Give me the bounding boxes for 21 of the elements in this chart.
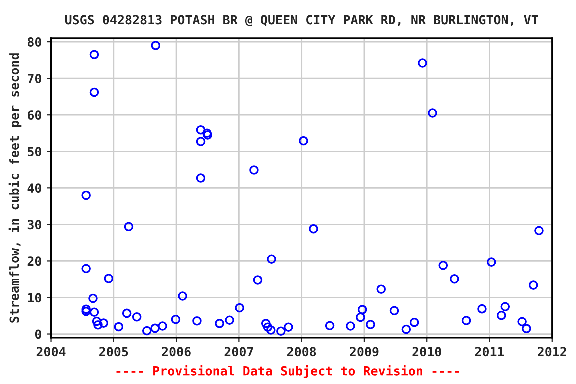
x-tick-label: 2012	[538, 347, 566, 357]
x-tick-label: 2011	[475, 347, 504, 357]
y-axis-title: Streamflow, in cubic feet per second	[8, 54, 22, 323]
x-tick-label: 2009	[350, 347, 379, 357]
y-tick-label: 80	[28, 38, 42, 47]
x-tick-label: 2004	[36, 347, 66, 357]
x-tick-label: 2007	[224, 347, 254, 357]
y-tick-label: 70	[28, 74, 42, 84]
y-tick-label: 50	[28, 147, 42, 157]
chart-title: USGS 04282813 POTASH BR @ QUEEN CITY PARK RD, NR BURLINGTON, VT	[65, 15, 538, 26]
x-tick-label: 2006	[162, 347, 191, 357]
y-tick-label: 20	[28, 256, 42, 266]
x-tick-label: 2005	[100, 347, 128, 357]
x-tick-label: 2010	[412, 347, 442, 357]
x-tick-label: 2008	[287, 347, 316, 357]
y-tick-label: 60	[28, 110, 42, 120]
y-tick-label: 30	[28, 220, 42, 230]
y-tick-label: 40	[28, 184, 42, 194]
y-tick-label: 10	[28, 293, 42, 303]
y-tick-label: 0	[35, 330, 42, 340]
text: ---- Provisional Data Subject to Revision ----	[116, 365, 460, 378]
